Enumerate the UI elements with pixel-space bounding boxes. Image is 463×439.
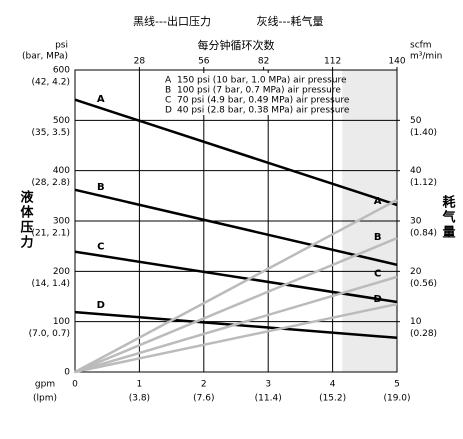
legend-key: D [165, 106, 172, 116]
series-label: B [97, 182, 105, 193]
y2-tick-label: 20 [410, 267, 422, 277]
series-line [74, 275, 398, 374]
y2-tick-alt-label: (0.28) [410, 329, 437, 339]
x-tick-alt-label: (11.4) [255, 394, 282, 404]
x-tick-alt-label: (19.0) [383, 394, 410, 404]
series-line [74, 236, 398, 374]
y2-unit: scfm [410, 41, 432, 51]
y2-unit: m³/min [410, 52, 442, 62]
series-line [74, 198, 398, 374]
y-tick-alt-label: (42, 4.2) [31, 78, 70, 88]
y2-tick-label: 50 [410, 116, 422, 126]
legend-box [152, 73, 332, 115]
top-tick-label: 140 [388, 57, 405, 67]
y2-tick-alt-label: (0.84) [410, 229, 437, 239]
y-axis-title: 液体压力 [18, 189, 34, 250]
series-label: C [97, 242, 104, 253]
legend-text: 150 psi (10 bar, 1.0 MPa) air pressure [177, 76, 347, 86]
header-text: 灰线---耗气量 [257, 14, 324, 28]
y2-tick-label: 10 [410, 317, 422, 327]
series-label: D [374, 294, 382, 305]
series-label: A [97, 94, 105, 105]
top-tick-label: 112 [324, 57, 341, 67]
x-tick-alt-label: (7.6) [193, 394, 214, 404]
top-tick-label: 28 [134, 57, 146, 67]
x-tick-label: 3 [265, 380, 271, 390]
series-line [74, 98, 398, 207]
y-tick-alt-label: (7.0, 0.7) [29, 329, 70, 339]
x-tick-label: 5 [394, 380, 400, 390]
series-line [74, 188, 398, 267]
y-tick-label: 100 [53, 317, 70, 327]
y-tick-label: 300 [53, 217, 70, 227]
y-unit: (bar, MPa) [22, 52, 68, 62]
y-tick-alt-label: (21, 2.1) [31, 229, 70, 239]
y-tick-label: 500 [53, 116, 70, 126]
y-tick-alt-label: (35, 3.5) [31, 128, 70, 138]
x-tick-label: 0 [72, 380, 78, 390]
top-tick-label: 82 [258, 57, 269, 67]
y-tick-label: 0 [64, 368, 70, 378]
header-text: 黑线---出口压力 [133, 14, 211, 28]
y-tick-alt-label: (14, 1.4) [31, 279, 70, 289]
series-label: B [374, 232, 382, 243]
x-tick-alt-label: (3.8) [129, 394, 150, 404]
series-label: C [374, 269, 381, 280]
x-unit: gpm [35, 380, 55, 390]
y2-tick-alt-label: (1.12) [410, 178, 437, 188]
y2-axis-title: 耗气量 [440, 194, 456, 240]
x-tick-alt-label: (15.2) [319, 394, 346, 404]
series-label: D [97, 300, 105, 311]
x-tick-label: 1 [137, 380, 143, 390]
y-tick-alt-label: (28, 2.8) [31, 178, 70, 188]
legend-key: A [165, 76, 172, 86]
top-axis-title: 每分钟循环次数 [198, 38, 275, 52]
y2-tick-alt-label: (0.56) [410, 279, 437, 289]
y2-tick-alt-label: (1.40) [410, 128, 437, 138]
y-tick-label: 200 [53, 267, 70, 277]
legend-text: 70 psi (4.9 bar, 0.49 MPa) air pressure [177, 96, 350, 106]
y-unit: psi [55, 41, 68, 51]
x-tick-label: 4 [330, 380, 336, 390]
series-label: A [374, 196, 382, 207]
y2-tick-label: 40 [410, 166, 422, 176]
y2-tick-label: 30 [410, 217, 422, 227]
legend-key: C [165, 96, 171, 106]
series-line [74, 302, 398, 374]
x-tick-label: 2 [201, 380, 207, 390]
legend-key: B [165, 86, 171, 96]
y-tick-label: 600 [53, 66, 70, 76]
x-unit: (lpm) [33, 394, 57, 404]
legend-text: 100 psi (7 bar, 0.7 MPa) air pressure [177, 86, 341, 96]
y-tick-label: 400 [53, 166, 70, 176]
top-tick-label: 56 [198, 57, 210, 67]
plot-frame [74, 69, 398, 373]
legend-text: 40 psi (2.8 bar, 0.38 MPa) air pressure [177, 106, 350, 116]
